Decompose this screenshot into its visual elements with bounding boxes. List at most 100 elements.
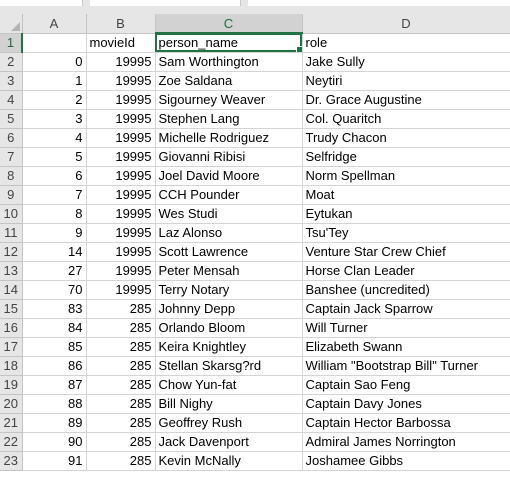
cell-a[interactable]: 6 (22, 166, 87, 186)
cell-d[interactable]: Selfridge (302, 147, 510, 167)
cell-a[interactable]: 8 (22, 204, 87, 224)
cell-a[interactable]: 91 (22, 451, 87, 471)
cell-a[interactable]: 14 (22, 242, 87, 262)
cell-d[interactable]: Neytiri (302, 71, 510, 91)
cell-c[interactable]: Laz Alonso (155, 223, 303, 243)
row-header[interactable]: 16 (0, 318, 23, 338)
cell-c[interactable]: Chow Yun-fat (155, 375, 303, 395)
cell-a[interactable]: 2 (22, 90, 87, 110)
cell-b[interactable]: 19995 (86, 71, 156, 91)
cell-a[interactable]: 0 (22, 52, 87, 72)
cell-c[interactable]: Wes Studi (155, 204, 303, 224)
cell-c[interactable]: Michelle Rodriguez (155, 128, 303, 148)
cell-d[interactable]: Joshamee Gibbs (302, 451, 510, 471)
cell-b[interactable]: 19995 (86, 166, 156, 186)
cell-b[interactable]: 285 (86, 432, 156, 452)
cell-c[interactable]: Kevin McNally (155, 451, 303, 471)
cell-d[interactable]: Banshee (uncredited) (302, 280, 510, 300)
cell-b[interactable]: 19995 (86, 90, 156, 110)
cell-a[interactable]: 9 (22, 223, 87, 243)
cell-d[interactable]: Elizabeth Swann (302, 337, 510, 357)
cell-d[interactable]: William "Bootstrap Bill" Turner (302, 356, 510, 376)
cell-c[interactable]: Orlando Bloom (155, 318, 303, 338)
cell-b[interactable]: 19995 (86, 52, 156, 72)
cell-a[interactable]: 4 (22, 128, 87, 148)
cell-a[interactable]: 5 (22, 147, 87, 167)
row-header[interactable]: 13 (0, 261, 23, 281)
cell-d[interactable]: Dr. Grace Augustine (302, 90, 510, 110)
row-header[interactable]: 21 (0, 413, 23, 433)
fill-handle[interactable] (295, 45, 301, 51)
cell-d[interactable]: Will Turner (302, 318, 510, 338)
cell-a[interactable]: 3 (22, 109, 87, 129)
cell-a[interactable]: 89 (22, 413, 87, 433)
row-header[interactable]: 11 (0, 223, 23, 243)
cell-c[interactable]: Bill Nighy (155, 394, 303, 414)
row-header[interactable]: 6 (0, 128, 23, 148)
cell-b[interactable]: 19995 (86, 261, 156, 281)
row-header[interactable]: 17 (0, 337, 23, 357)
row-header[interactable]: 20 (0, 394, 23, 414)
cell-d[interactable]: Venture Star Crew Chief (302, 242, 510, 262)
cell-d[interactable]: Trudy Chacon (302, 128, 510, 148)
row-header[interactable]: 15 (0, 299, 23, 319)
cell-a[interactable]: 27 (22, 261, 87, 281)
cell-a[interactable]: 88 (22, 394, 87, 414)
row-header[interactable]: 2 (0, 52, 23, 72)
cell-d[interactable]: Col. Quaritch (302, 109, 510, 129)
row-header[interactable]: 1 (0, 33, 23, 53)
cell-c[interactable]: Sam Worthington (155, 52, 303, 72)
cell-d[interactable]: Norm Spellman (302, 166, 510, 186)
cell-b[interactable]: 285 (86, 375, 156, 395)
cell-a[interactable]: 85 (22, 337, 87, 357)
cell-b[interactable]: 285 (86, 299, 156, 319)
cell-c[interactable]: Jack Davenport (155, 432, 303, 452)
row-header[interactable]: 3 (0, 71, 23, 91)
row-header[interactable]: 14 (0, 280, 23, 300)
row-header[interactable]: 7 (0, 147, 23, 167)
cell-b[interactable]: 19995 (86, 280, 156, 300)
cell-c[interactable]: Zoe Saldana (155, 71, 303, 91)
cell-d[interactable]: Captain Jack Sparrow (302, 299, 510, 319)
cell-b[interactable]: 19995 (86, 223, 156, 243)
cell-d[interactable]: Moat (302, 185, 510, 205)
cell-c[interactable]: Johnny Depp (155, 299, 303, 319)
spreadsheet-grid[interactable]: A B C D 1 movieId person_name role 2 0 19995 Sa… (0, 14, 510, 471)
cell-d[interactable]: Horse Clan Leader (302, 261, 510, 281)
active-cell[interactable]: person_name (155, 33, 303, 53)
column-header-a[interactable]: A (22, 14, 87, 34)
select-all-corner[interactable] (0, 14, 23, 34)
cell-a[interactable]: 90 (22, 432, 87, 452)
cell-d[interactable]: role (302, 33, 510, 53)
cell-d[interactable]: Eytukan (302, 204, 510, 224)
row-header[interactable]: 22 (0, 432, 23, 452)
cell-a[interactable]: 86 (22, 356, 87, 376)
column-header-d[interactable]: D (302, 14, 510, 34)
column-header-b[interactable]: B (86, 14, 156, 34)
cell-c[interactable]: Geoffrey Rush (155, 413, 303, 433)
cell-c[interactable]: Keira Knightley (155, 337, 303, 357)
cell-c[interactable]: CCH Pounder (155, 185, 303, 205)
cell-b[interactable]: movieId (86, 33, 156, 53)
cell-c[interactable]: Peter Mensah (155, 261, 303, 281)
cell-c[interactable]: Terry Notary (155, 280, 303, 300)
cell-b[interactable]: 19995 (86, 242, 156, 262)
cell-a[interactable]: 84 (22, 318, 87, 338)
row-header[interactable]: 10 (0, 204, 23, 224)
cell-a[interactable]: 70 (22, 280, 87, 300)
cell-b[interactable]: 19995 (86, 185, 156, 205)
cell-b[interactable]: 285 (86, 451, 156, 471)
cell-d[interactable]: Captain Hector Barbossa (302, 413, 510, 433)
cell-c[interactable]: Stellan Skarsg?rd (155, 356, 303, 376)
row-header[interactable]: 4 (0, 90, 23, 110)
row-header[interactable]: 8 (0, 166, 23, 186)
cell-b[interactable]: 19995 (86, 204, 156, 224)
cell-a[interactable] (22, 33, 87, 53)
cell-d[interactable]: Captain Davy Jones (302, 394, 510, 414)
cell-b[interactable]: 285 (86, 337, 156, 357)
row-header[interactable]: 9 (0, 185, 23, 205)
cell-a[interactable]: 87 (22, 375, 87, 395)
cell-d[interactable]: Jake Sully (302, 52, 510, 72)
row-header[interactable]: 23 (0, 451, 23, 471)
cell-b[interactable]: 285 (86, 413, 156, 433)
